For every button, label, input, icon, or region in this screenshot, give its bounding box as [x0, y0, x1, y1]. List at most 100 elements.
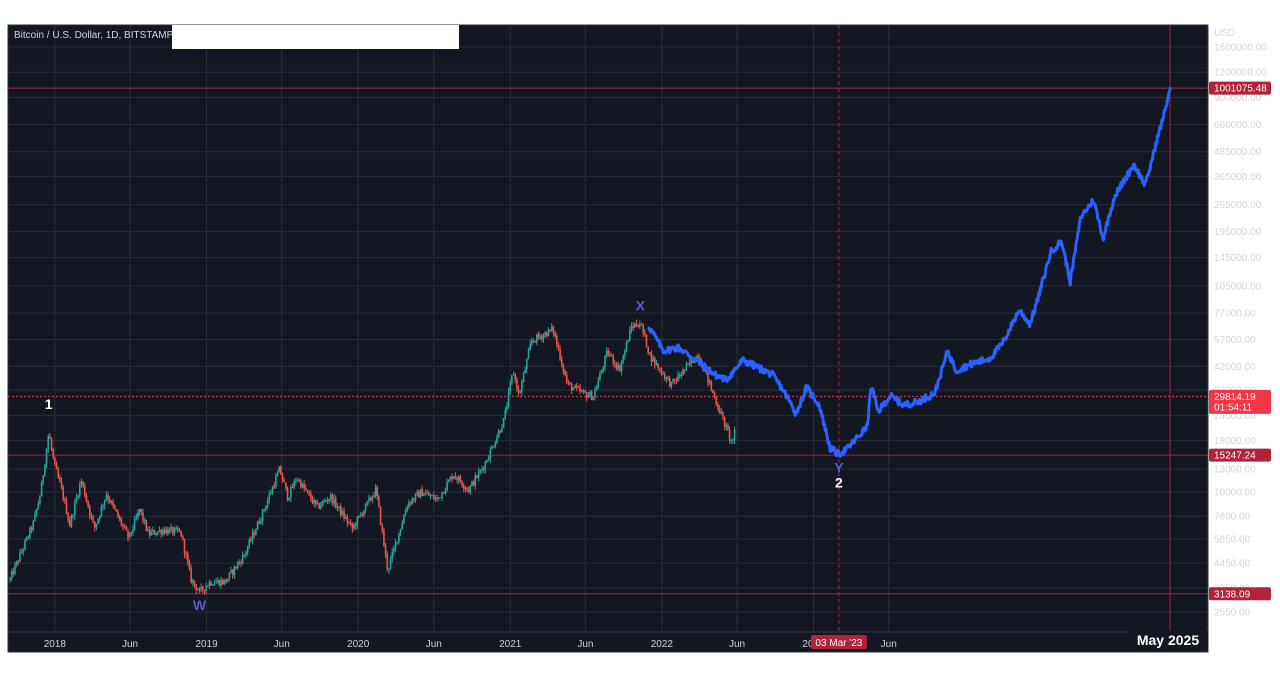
candle-body: [384, 545, 387, 555]
candle-body: [25, 536, 28, 541]
candle-body: [163, 530, 166, 534]
candle-body: [182, 536, 184, 540]
candle-body: [441, 492, 443, 498]
candle-body: [45, 449, 48, 465]
redaction-box: [172, 25, 459, 49]
candle-body: [418, 492, 420, 498]
candle-body: [233, 566, 236, 575]
candle-body: [173, 528, 176, 534]
price-tag-value: 3138.09: [1214, 589, 1251, 600]
candle-body: [250, 539, 252, 541]
candle-body: [286, 487, 289, 500]
candle-body: [170, 527, 173, 529]
candle-body: [221, 580, 224, 584]
candle-body: [629, 329, 631, 342]
candle-body: [260, 520, 262, 524]
wave-label: Y: [834, 459, 844, 475]
candle-body: [461, 481, 463, 486]
candle-body: [614, 363, 616, 365]
candle-body: [454, 476, 457, 478]
y-tick-label: 2550.00: [1214, 608, 1251, 619]
candle-body: [195, 584, 197, 590]
candle-body: [32, 520, 35, 530]
candle-body: [300, 480, 302, 488]
candle-body: [42, 475, 45, 483]
candle-body: [113, 505, 116, 509]
candle-body: [82, 481, 84, 487]
candle-body: [442, 492, 445, 494]
candle-body: [486, 460, 488, 463]
x-tick-label: 2021: [499, 639, 522, 650]
candle-body: [389, 558, 392, 569]
candle-body: [647, 347, 649, 353]
candle-body: [185, 553, 187, 555]
candle-body: [660, 368, 663, 374]
candle-body: [88, 506, 91, 515]
candle-body: [52, 448, 55, 458]
candle-body: [524, 369, 526, 374]
candle-body: [306, 489, 309, 491]
candle-body: [541, 336, 543, 339]
candle-body: [718, 408, 721, 414]
candle-body: [87, 501, 89, 507]
candle-body: [663, 373, 666, 379]
candle-body: [532, 340, 535, 342]
candle-body: [519, 391, 522, 393]
candle-body: [419, 489, 422, 498]
candle-body: [645, 334, 648, 348]
candle-body: [231, 570, 234, 575]
candle-body: [298, 480, 300, 482]
candle-body: [266, 500, 269, 507]
candle-body: [305, 488, 307, 490]
candle-body: [100, 506, 103, 517]
candle-body: [673, 379, 676, 381]
candle-body: [411, 498, 413, 504]
candle-body: [230, 570, 232, 573]
candle-body: [187, 554, 189, 563]
candle-body: [316, 503, 319, 505]
candle-body: [630, 326, 633, 330]
candle-body: [12, 571, 15, 574]
y-tick-label: 7600.00: [1214, 512, 1251, 523]
candle-body: [462, 485, 465, 489]
candle-body: [341, 511, 344, 515]
candle-body: [406, 506, 408, 512]
x-tick-label: 2019: [195, 639, 218, 650]
candle-body: [313, 499, 315, 503]
candle-body: [650, 352, 653, 362]
candle-body: [637, 326, 639, 328]
candle-body: [290, 487, 292, 499]
candle-body: [436, 497, 438, 499]
y-tick-label: 18000.00: [1214, 436, 1256, 447]
candle-body: [396, 542, 399, 544]
candle-body: [301, 483, 304, 488]
y-axis-unit: USD: [1214, 28, 1235, 39]
candle-body: [64, 499, 66, 501]
candle-body: [34, 513, 36, 521]
candle-body: [732, 439, 734, 441]
candle-body: [607, 350, 610, 355]
candle-body: [344, 517, 347, 519]
candle-body: [328, 499, 330, 501]
candle-body: [85, 495, 88, 502]
candle-body: [555, 335, 558, 345]
candle-body: [464, 488, 467, 490]
candle-body: [358, 515, 360, 518]
y-axis[interactable]: USD 1600000.00 1200000.00 900000.00 660000.…: [1207, 25, 1267, 652]
candle-body: [604, 356, 606, 368]
candle-body: [22, 549, 25, 552]
candle-body: [371, 496, 374, 500]
candle-body: [236, 562, 239, 569]
candle-body: [329, 494, 332, 500]
candle-body: [668, 377, 671, 387]
candle-body: [539, 336, 541, 338]
candle-body: [162, 530, 164, 535]
candle-body: [421, 489, 423, 497]
candle-body: [348, 522, 350, 524]
horizontal-price-lines: [8, 87, 1208, 595]
candle-body: [622, 355, 625, 363]
candle-body: [423, 494, 425, 497]
candle-body: [579, 387, 581, 392]
candle-body: [589, 392, 591, 396]
candle-body: [245, 552, 247, 555]
